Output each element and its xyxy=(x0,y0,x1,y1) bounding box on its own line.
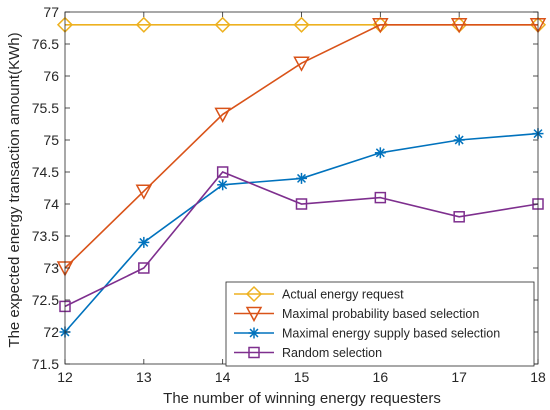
data-point xyxy=(214,16,231,33)
data-point xyxy=(135,16,152,33)
y-axis-label: The expected energy transaction amount(K… xyxy=(6,32,23,347)
x-tick-label: 13 xyxy=(136,369,152,385)
legend-label: Random selection xyxy=(282,346,382,360)
legend-marker xyxy=(248,327,260,339)
y-tick-label: 71.5 xyxy=(32,356,59,372)
axes: 12 13 14 15 16 17 18 71.5 72 72.5 73 73.5 74 74.5 75 75… xyxy=(32,4,546,385)
data-point xyxy=(453,134,465,146)
data-point xyxy=(374,191,387,204)
legend: Actual energy request Maximal probability… xyxy=(225,281,535,367)
legend-entry-3: Random selection xyxy=(234,346,382,360)
y-tick-label: 75.5 xyxy=(32,100,59,116)
data-point xyxy=(374,147,386,159)
x-tick-label: 12 xyxy=(57,369,73,385)
data-point xyxy=(450,18,468,34)
y-tick-label: 73.5 xyxy=(32,228,59,244)
y-tick-label: 76.5 xyxy=(32,36,59,52)
data-point xyxy=(138,262,150,274)
y-tick-label: 77 xyxy=(43,4,59,20)
y-tick-label: 74.5 xyxy=(32,164,59,180)
data-point xyxy=(293,16,310,33)
legend-entry-1: Maximal probability based selection xyxy=(234,306,479,323)
series-2 xyxy=(59,128,544,338)
x-tick-label: 14 xyxy=(215,369,231,385)
legend-label: Maximal energy supply based selection xyxy=(282,327,500,341)
y-tick-label: 76 xyxy=(43,68,59,84)
y-tick-label: 73 xyxy=(43,260,59,276)
data-point xyxy=(216,166,229,178)
y-tick-label: 72.5 xyxy=(32,292,59,308)
legend-marker xyxy=(245,285,263,303)
data-point xyxy=(217,179,229,191)
x-tick-label: 15 xyxy=(294,369,310,385)
legend-box xyxy=(225,281,535,367)
y-tick-label: 72 xyxy=(43,324,59,340)
series-3 xyxy=(59,166,544,313)
series-layer xyxy=(56,16,547,338)
legend-entry-2: Maximal energy supply based selection xyxy=(234,327,500,341)
data-point xyxy=(214,107,231,123)
data-point xyxy=(138,236,150,248)
x-tick-label: 17 xyxy=(451,369,467,385)
series-line xyxy=(64,23,538,269)
x-tick-label: 16 xyxy=(373,369,389,385)
data-point xyxy=(293,56,310,72)
series-line xyxy=(64,171,539,308)
x-tick-label: 18 xyxy=(530,369,546,385)
legend-label: Maximal probability based selection xyxy=(282,307,479,321)
series-1 xyxy=(56,18,547,277)
legend-marker xyxy=(245,306,263,323)
legend-label: Actual energy request xyxy=(282,288,404,302)
data-point xyxy=(296,172,307,184)
data-point xyxy=(372,18,389,34)
data-point xyxy=(453,211,465,223)
data-point xyxy=(135,184,153,200)
y-tick-label: 74 xyxy=(43,196,59,212)
x-axis-label: The number of winning energy requesters xyxy=(163,390,441,407)
legend-entry-0: Actual energy request xyxy=(234,285,404,303)
legend-marker xyxy=(248,346,260,359)
data-point xyxy=(295,198,308,210)
y-tick-label: 75 xyxy=(43,132,59,148)
